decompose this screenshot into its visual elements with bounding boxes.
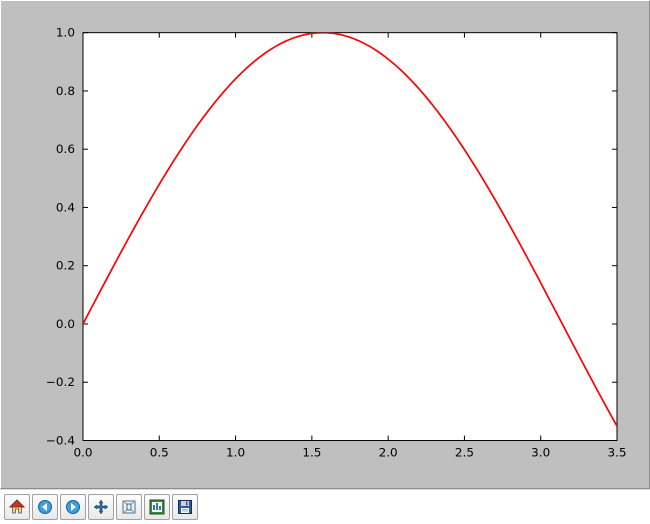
x-tick-label: 2.5 <box>455 445 474 459</box>
y-tick-label: 1.0 <box>56 26 75 40</box>
move-icon <box>93 499 109 515</box>
y-tick-label: −0.2 <box>46 375 75 389</box>
home-button[interactable] <box>4 494 30 520</box>
y-tick-label: 0.2 <box>56 259 75 273</box>
forward-button[interactable] <box>60 494 86 520</box>
back-icon <box>37 499 53 515</box>
matplotlib-window: 0.0 0.5 1.0 1.5 2.0 2.5 3.0 3.5 −0.4 −0.2 0.0 0.2 0.… <box>0 0 650 524</box>
figure-svg: 0.0 0.5 1.0 1.5 2.0 2.5 3.0 3.5 −0.4 −0.2 0.0 0.2 0.… <box>1 1 649 488</box>
back-button[interactable] <box>32 494 58 520</box>
x-tick-label: 1.0 <box>226 445 245 459</box>
save-button[interactable] <box>172 494 198 520</box>
home-icon <box>9 499 25 515</box>
y-tick-label: 0.6 <box>56 142 75 156</box>
zoom-button[interactable] <box>116 494 142 520</box>
y-tick-label: 0.4 <box>56 200 75 214</box>
y-tick-label: 0.8 <box>56 84 75 98</box>
y-tick-label: 0.0 <box>56 317 75 331</box>
x-tick-label: 2.0 <box>379 445 398 459</box>
x-tick-label: 3.5 <box>607 445 626 459</box>
navigation-toolbar <box>0 489 650 524</box>
save-icon <box>177 499 193 515</box>
x-tick-label: 1.5 <box>302 445 321 459</box>
subplots-button[interactable] <box>144 494 170 520</box>
x-tick-label: 0.0 <box>73 445 92 459</box>
y-tick-label: −0.4 <box>46 434 75 448</box>
x-tick-label: 0.5 <box>150 445 169 459</box>
forward-icon <box>65 499 81 515</box>
x-tick-label: 3.0 <box>531 445 550 459</box>
subplots-icon <box>149 499 165 515</box>
figure-canvas[interactable]: 0.0 0.5 1.0 1.5 2.0 2.5 3.0 3.5 −0.4 −0.2 0.0 0.2 0.… <box>0 0 650 489</box>
zoom-icon <box>121 499 137 515</box>
pan-button[interactable] <box>88 494 114 520</box>
